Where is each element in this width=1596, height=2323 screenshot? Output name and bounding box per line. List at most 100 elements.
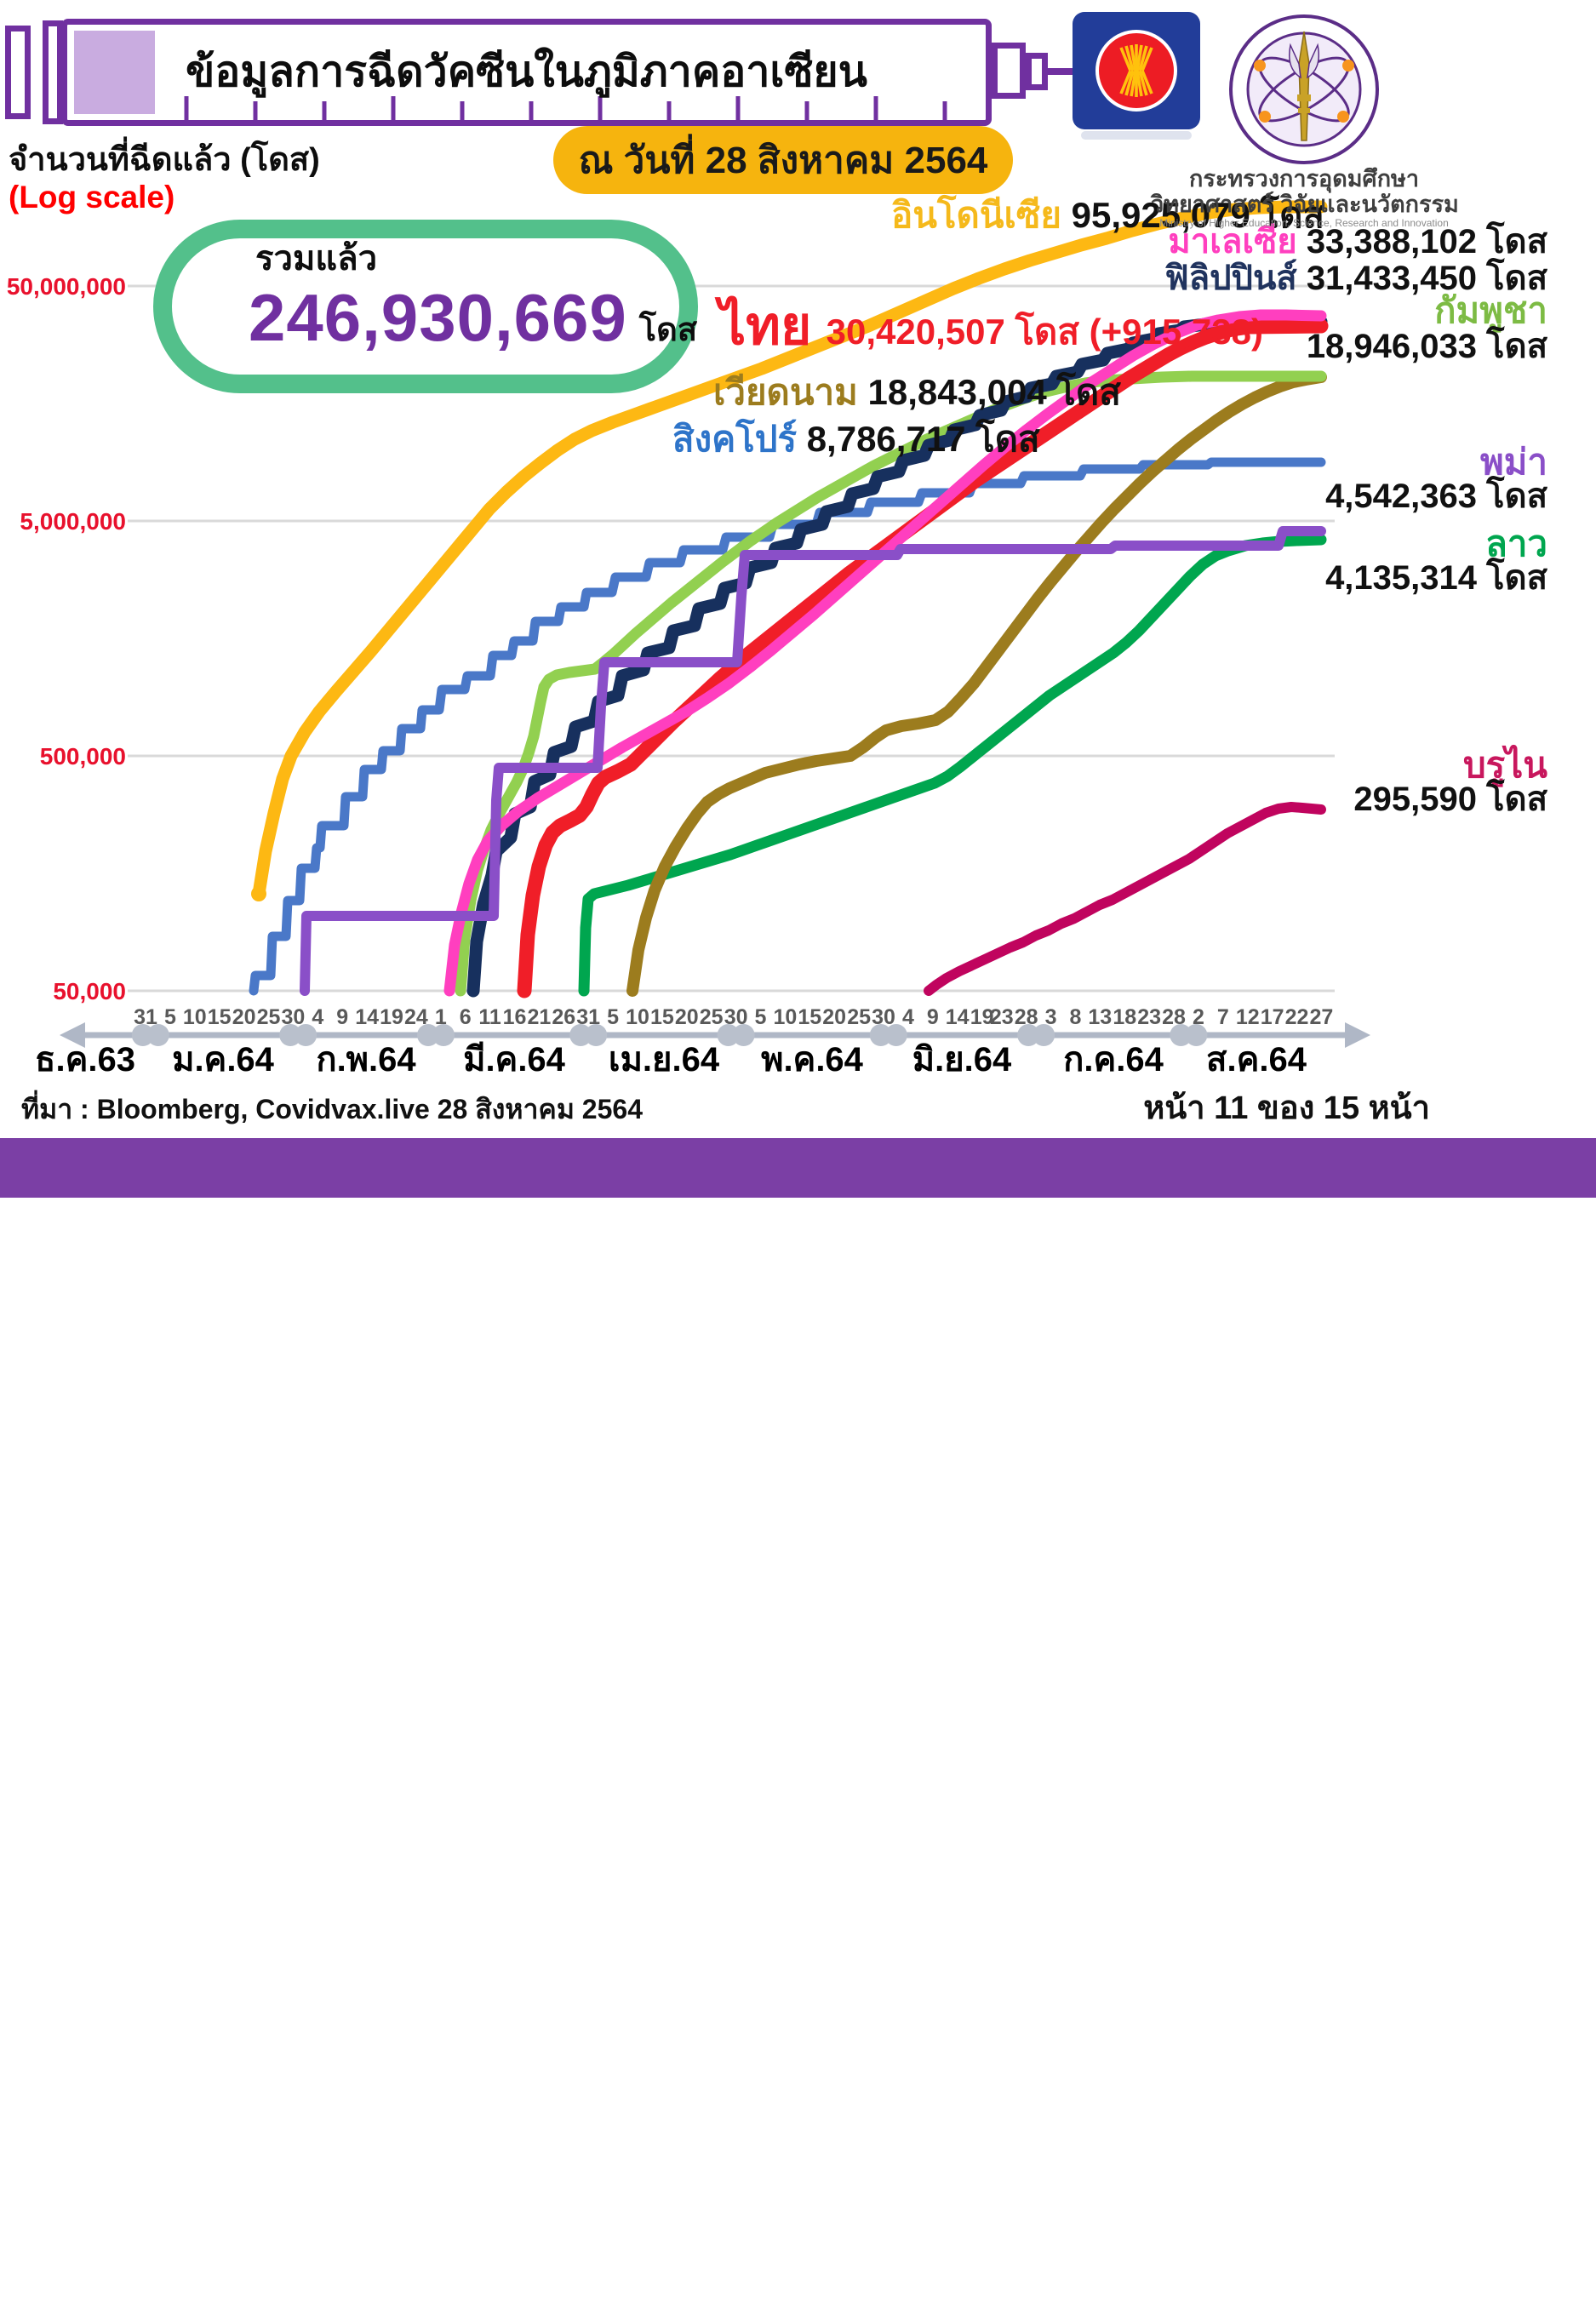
x-axis-month-label: ธ.ค.63 <box>35 1041 135 1079</box>
total-label: รวมแล้ว <box>255 240 378 278</box>
x-axis-day-label: 30 <box>724 1005 748 1029</box>
x-axis-day-label: 15 <box>650 1005 674 1029</box>
series-line-laos <box>578 534 1327 997</box>
series-line-thailand <box>517 318 1329 998</box>
x-axis-day-label: 22 <box>1285 1005 1309 1029</box>
x-axis-day-label: 31 <box>134 1005 157 1029</box>
month-boundary-dot <box>1170 1024 1193 1046</box>
footer-ministry-name: กระทรวงการอุดมศึกษา วิทยาศาสตร์ วิจัยและ… <box>27 2285 793 2320</box>
x-axis-day-label: 15 <box>208 1005 232 1029</box>
x-axis-day-label: 17 <box>1261 1005 1284 1029</box>
ministry-name-line1: กระทรวงการอุดมศึกษา <box>1189 166 1419 192</box>
series-line-brunei <box>924 802 1326 996</box>
x-axis-day-label: 11 <box>478 1005 501 1029</box>
x-axis-month-label: มี.ค.64 <box>463 1041 566 1079</box>
syringe-scale-ticks <box>184 96 947 120</box>
x-axis-day-label: 20 <box>232 1005 256 1029</box>
series-line-indonesia <box>252 200 1328 901</box>
x-axis-day-label: 9 <box>927 1005 939 1029</box>
x-axis-day-label: 18 <box>1113 1005 1136 1029</box>
page-title: ข้อมูลการฉีดวัคซีนในภูมิภาคอาเซียน <box>186 48 867 95</box>
series-line-vietnam <box>626 371 1327 997</box>
syringe-barrel: ข้อมูลการฉีดวัคซีนในภูมิภาคอาเซียน <box>61 19 992 126</box>
month-boundary-dot <box>884 1024 907 1046</box>
date-badge: ณ วันที่ 28 สิงหาคม 2564 <box>553 126 1013 194</box>
y-axis-tick-label: 5,000,000 <box>20 508 126 535</box>
x-axis-day-label: 25 <box>847 1005 871 1029</box>
x-axis-month-label: มิ.ย.64 <box>912 1041 1012 1079</box>
asean-flag-reflection <box>1081 131 1192 140</box>
x-axis-day-label: 3 <box>1045 1005 1057 1029</box>
series-start-dot <box>251 886 266 901</box>
y-axis-title: จำนวนที่ฉีดแล้ว (โดส) <box>9 142 320 178</box>
asean-paddy-emblem <box>1119 44 1153 97</box>
x-axis-day-label: 16 <box>503 1005 527 1029</box>
source-citation: ที่มา : Bloomberg, Covidvax.live 28 สิงห… <box>21 1094 643 1124</box>
x-axis-left-arrow <box>60 1022 85 1048</box>
x-axis-day-label: 5 <box>164 1005 176 1029</box>
x-axis-day-label: 9 <box>336 1005 348 1029</box>
y-axis-scale-note: (Log scale) <box>9 180 175 215</box>
x-axis-day-label: 10 <box>773 1005 797 1029</box>
month-boundary-dot <box>417 1024 440 1046</box>
x-axis-day-label: 23 <box>990 1005 1014 1029</box>
x-axis-day-label: 2 <box>1193 1005 1204 1029</box>
total-doses-unit: โดส <box>638 312 698 348</box>
series-line-philippines <box>466 315 1328 998</box>
x-axis-day-label: 30 <box>281 1005 305 1029</box>
x-axis-day-label: 19 <box>970 1005 994 1029</box>
x-axis-month-label: ส.ค.64 <box>1206 1041 1307 1079</box>
syringe-plunger-rod <box>43 20 63 124</box>
total-doses-card <box>153 220 698 393</box>
x-axis-month-label: เม.ย.64 <box>609 1041 720 1079</box>
x-axis-day-label: 1 <box>435 1005 447 1029</box>
footer-ministry-abbr: อว. <box>1381 2286 1430 2323</box>
syringe-fill-band <box>74 31 155 114</box>
x-axis-day-label: 8 <box>1069 1005 1081 1029</box>
x-axis-day-label: 4 <box>902 1005 914 1029</box>
syringe-plunger-handle <box>5 26 31 119</box>
month-boundary-dot <box>717 1024 740 1046</box>
x-axis-day-label: 4 <box>312 1005 323 1029</box>
syringe-needle-base <box>1026 53 1048 90</box>
x-axis-day-label: 15 <box>798 1005 821 1029</box>
month-boundary-dot <box>1185 1024 1208 1046</box>
series-line-myanmar <box>300 526 1326 996</box>
month-boundary-dot <box>295 1024 317 1046</box>
footer-bar: กระทรวงการอุดมศึกษา วิทยาศาสตร์ วิจัยและ… <box>0 1138 1596 2323</box>
x-axis-day-label: 5 <box>755 1005 767 1029</box>
ministry-seal <box>1229 14 1379 164</box>
x-axis-day-label: 26 <box>552 1005 575 1029</box>
trident-icon <box>1289 31 1319 141</box>
x-axis-day-label: 20 <box>675 1005 699 1029</box>
orbit-electrons <box>1254 60 1354 123</box>
x-axis-day-label: 28 <box>1015 1005 1038 1029</box>
month-boundary-dot <box>146 1024 169 1046</box>
month-boundary-dot <box>732 1024 755 1046</box>
month-boundary-dot <box>1017 1024 1040 1046</box>
x-axis-day-label: 5 <box>607 1005 619 1029</box>
x-axis-day-label: 23 <box>1137 1005 1161 1029</box>
x-axis-day-label: 12 <box>1236 1005 1260 1029</box>
x-axis-day-label: 13 <box>1088 1005 1112 1029</box>
x-axis-day-label: 24 <box>404 1005 428 1029</box>
x-axis-day-label: 7 <box>1217 1005 1229 1029</box>
month-boundary-dot <box>569 1024 592 1046</box>
x-axis-day-label: 10 <box>626 1005 649 1029</box>
x-axis-day-label: 19 <box>380 1005 403 1029</box>
x-axis-right-arrow <box>1345 1022 1370 1048</box>
month-boundary-dot <box>279 1024 302 1046</box>
month-boundary-dot <box>131 1024 154 1046</box>
syringe-needle <box>1048 68 1075 75</box>
ministry-name-en: Ministry of Higher Education, Science, R… <box>1159 217 1449 229</box>
month-boundary-dot <box>432 1024 455 1046</box>
x-axis-month-label: พ.ค.64 <box>761 1041 864 1079</box>
x-axis-day-label: 31 <box>576 1005 600 1029</box>
month-boundary-dot <box>869 1024 892 1046</box>
page-indicator: หน้า 11 ของ 15 หน้า <box>1143 1090 1430 1126</box>
x-axis-day-label: 27 <box>1310 1005 1334 1029</box>
x-axis-day-label: 14 <box>355 1005 379 1029</box>
x-axis-day-label: 10 <box>183 1005 207 1029</box>
x-axis-day-label: 30 <box>872 1005 895 1029</box>
